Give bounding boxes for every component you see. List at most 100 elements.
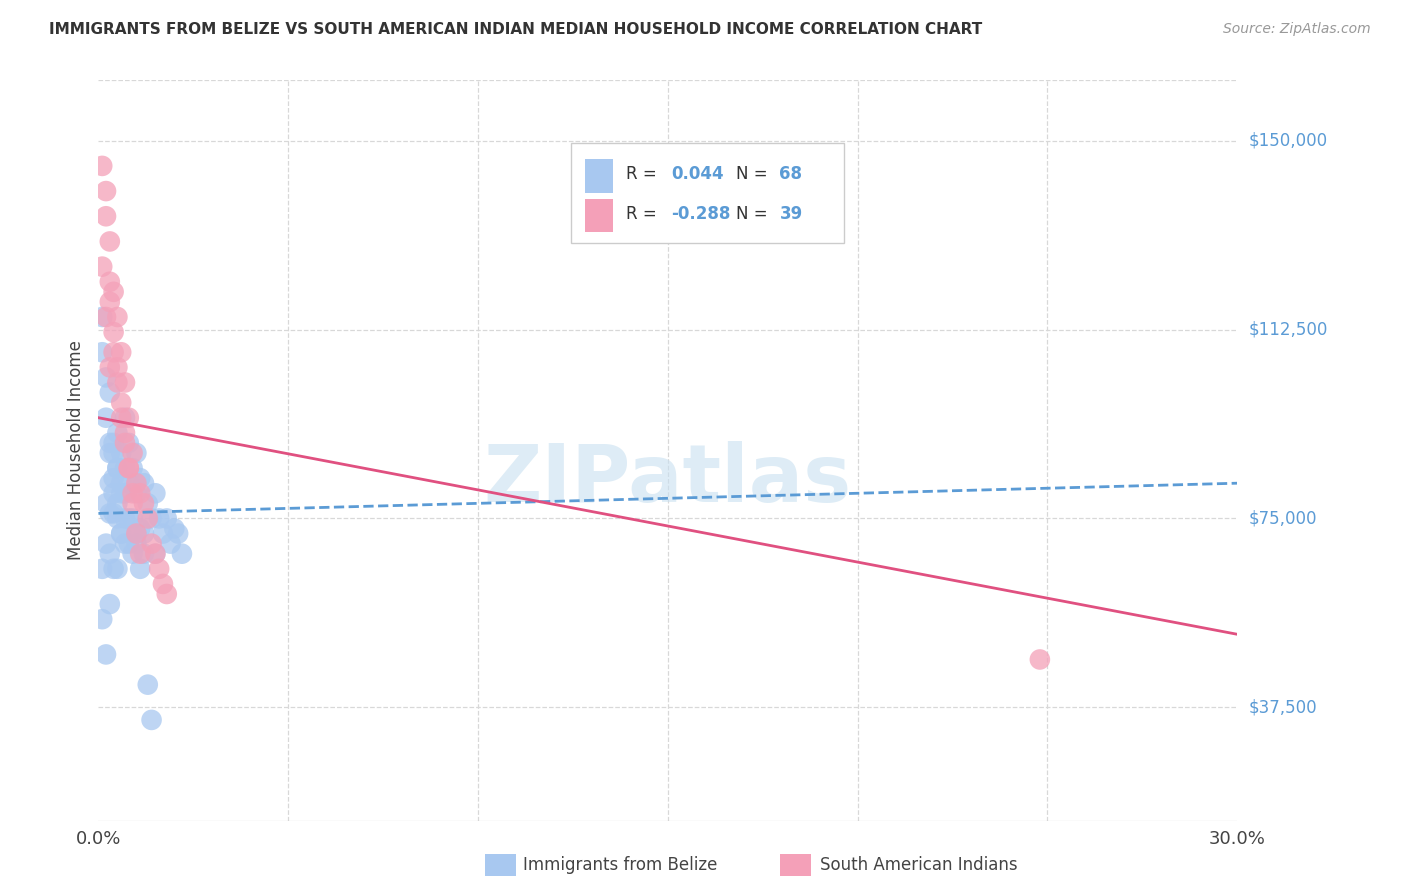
Bar bbox=[585, 199, 613, 232]
Y-axis label: Median Household Income: Median Household Income bbox=[66, 341, 84, 560]
Point bbox=[141, 536, 163, 550]
Text: $150,000: $150,000 bbox=[1249, 132, 1327, 150]
Point bbox=[121, 496, 143, 510]
FancyBboxPatch shape bbox=[571, 144, 845, 244]
Point bbox=[121, 547, 143, 561]
Text: $112,500: $112,500 bbox=[1249, 320, 1327, 339]
Point bbox=[145, 486, 167, 500]
Point bbox=[98, 436, 121, 450]
Point bbox=[110, 410, 132, 425]
Point bbox=[107, 496, 129, 510]
Point bbox=[91, 345, 114, 359]
Point bbox=[107, 511, 129, 525]
Text: N =: N = bbox=[737, 204, 773, 222]
Point bbox=[91, 562, 114, 576]
Point bbox=[136, 511, 159, 525]
Point bbox=[110, 476, 132, 491]
Point bbox=[156, 511, 179, 525]
Point bbox=[110, 395, 132, 409]
Text: 68: 68 bbox=[779, 165, 803, 183]
Point bbox=[114, 536, 136, 550]
Bar bbox=[585, 160, 613, 193]
Point bbox=[132, 476, 155, 491]
Point bbox=[125, 526, 148, 541]
Point bbox=[132, 526, 155, 541]
Point bbox=[110, 345, 132, 359]
Point bbox=[152, 526, 174, 541]
Point bbox=[125, 486, 148, 500]
Point bbox=[129, 562, 152, 576]
Text: $37,500: $37,500 bbox=[1249, 698, 1317, 716]
Point bbox=[114, 410, 136, 425]
Point bbox=[125, 536, 148, 550]
Point bbox=[114, 461, 136, 475]
Point bbox=[114, 486, 136, 500]
Point bbox=[94, 648, 117, 662]
Point bbox=[121, 511, 143, 525]
Point bbox=[114, 436, 136, 450]
Point bbox=[103, 507, 125, 521]
Text: Source: ZipAtlas.com: Source: ZipAtlas.com bbox=[1223, 22, 1371, 37]
Text: $75,000: $75,000 bbox=[1249, 509, 1317, 527]
Point bbox=[114, 511, 136, 525]
Point bbox=[98, 597, 121, 611]
Point bbox=[118, 511, 141, 525]
Point bbox=[98, 547, 121, 561]
Point bbox=[91, 612, 114, 626]
Point bbox=[98, 446, 121, 460]
Point bbox=[148, 562, 170, 576]
Text: Immigrants from Belize: Immigrants from Belize bbox=[523, 856, 717, 874]
Point bbox=[141, 511, 163, 525]
Text: R =: R = bbox=[626, 204, 662, 222]
Point bbox=[129, 471, 152, 485]
Text: -0.288: -0.288 bbox=[671, 204, 731, 222]
Text: R =: R = bbox=[626, 165, 662, 183]
Point bbox=[136, 496, 159, 510]
Point bbox=[98, 385, 121, 400]
Point bbox=[114, 376, 136, 390]
Point bbox=[98, 275, 121, 289]
Point bbox=[141, 713, 163, 727]
Point bbox=[103, 562, 125, 576]
Point bbox=[159, 536, 181, 550]
Point bbox=[103, 345, 125, 359]
Text: IMMIGRANTS FROM BELIZE VS SOUTH AMERICAN INDIAN MEDIAN HOUSEHOLD INCOME CORRELAT: IMMIGRANTS FROM BELIZE VS SOUTH AMERICAN… bbox=[49, 22, 983, 37]
Point bbox=[145, 547, 167, 561]
Point bbox=[1029, 652, 1052, 666]
Point bbox=[103, 486, 125, 500]
Point bbox=[107, 562, 129, 576]
Point bbox=[132, 496, 155, 510]
Point bbox=[125, 446, 148, 460]
Point bbox=[118, 410, 141, 425]
Point bbox=[145, 547, 167, 561]
Point bbox=[107, 376, 129, 390]
Point bbox=[98, 235, 121, 249]
Point bbox=[103, 325, 125, 339]
Point bbox=[129, 522, 152, 536]
Point bbox=[118, 461, 141, 475]
Point bbox=[156, 587, 179, 601]
Point bbox=[107, 360, 129, 375]
Point bbox=[125, 476, 148, 491]
Point bbox=[118, 476, 141, 491]
Point bbox=[170, 547, 193, 561]
Point bbox=[98, 294, 121, 309]
Point bbox=[114, 425, 136, 440]
Point bbox=[132, 547, 155, 561]
Point bbox=[98, 507, 121, 521]
Point bbox=[91, 159, 114, 173]
Point bbox=[98, 360, 121, 375]
Point bbox=[118, 436, 141, 450]
Point bbox=[110, 486, 132, 500]
Point bbox=[121, 461, 143, 475]
Point bbox=[110, 526, 132, 541]
Point bbox=[94, 184, 117, 198]
Text: N =: N = bbox=[737, 165, 773, 183]
Point bbox=[91, 260, 114, 274]
Point bbox=[107, 310, 129, 324]
Point bbox=[107, 461, 129, 475]
Point bbox=[118, 461, 141, 475]
Point bbox=[121, 446, 143, 460]
Point bbox=[129, 486, 152, 500]
Text: ZIPatlas: ZIPatlas bbox=[484, 441, 852, 519]
